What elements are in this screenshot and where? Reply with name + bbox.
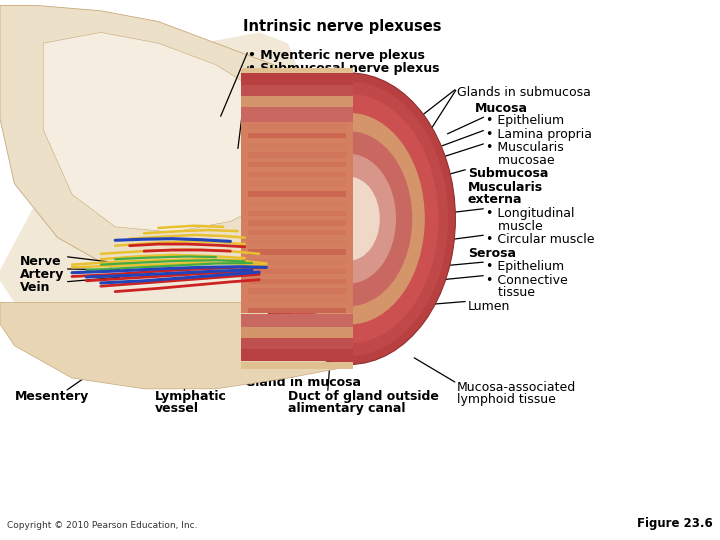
FancyBboxPatch shape (241, 326, 353, 338)
Text: externa: externa (468, 193, 523, 206)
FancyBboxPatch shape (248, 230, 346, 235)
FancyBboxPatch shape (248, 133, 346, 138)
Text: Muscularis: Muscularis (468, 181, 543, 194)
Text: Mesentery: Mesentery (14, 390, 89, 403)
FancyBboxPatch shape (248, 249, 346, 255)
FancyBboxPatch shape (248, 191, 346, 197)
FancyBboxPatch shape (241, 73, 353, 86)
Polygon shape (241, 122, 353, 313)
Text: • Connective: • Connective (486, 274, 568, 287)
FancyBboxPatch shape (248, 211, 346, 216)
Text: Copyright © 2010 Pearson Education, Inc.: Copyright © 2010 Pearson Education, Inc. (7, 521, 198, 530)
Ellipse shape (274, 113, 425, 325)
FancyBboxPatch shape (248, 279, 346, 284)
Text: • Epithelium: • Epithelium (486, 260, 564, 273)
Ellipse shape (318, 177, 380, 261)
FancyBboxPatch shape (241, 362, 353, 369)
Text: • Lamina propria: • Lamina propria (486, 128, 592, 141)
Polygon shape (0, 5, 331, 281)
Polygon shape (0, 32, 317, 351)
Text: • Longitudinal: • Longitudinal (486, 207, 575, 220)
Polygon shape (0, 302, 389, 389)
Text: tissue: tissue (486, 286, 535, 299)
FancyBboxPatch shape (241, 85, 353, 97)
FancyBboxPatch shape (241, 348, 353, 361)
FancyBboxPatch shape (248, 152, 346, 158)
FancyBboxPatch shape (248, 240, 346, 245)
Text: Nerve: Nerve (20, 255, 62, 268)
Ellipse shape (251, 82, 448, 356)
Text: lymphoid tissue: lymphoid tissue (457, 393, 556, 406)
FancyBboxPatch shape (241, 337, 353, 349)
FancyBboxPatch shape (241, 314, 353, 327)
Polygon shape (43, 32, 295, 232)
Text: Figure 23.6: Figure 23.6 (637, 517, 713, 530)
Text: Intrinsic nerve plexuses: Intrinsic nerve plexuses (243, 19, 441, 34)
Text: • Epithelium: • Epithelium (486, 114, 564, 127)
FancyBboxPatch shape (248, 308, 346, 313)
FancyBboxPatch shape (248, 181, 346, 187)
FancyBboxPatch shape (248, 143, 346, 148)
Text: • Muscularis: • Muscularis (486, 141, 564, 154)
FancyBboxPatch shape (248, 288, 346, 294)
FancyBboxPatch shape (248, 298, 346, 303)
Text: Vein: Vein (20, 281, 50, 294)
Text: Serosa: Serosa (468, 247, 516, 260)
Ellipse shape (243, 73, 456, 364)
Text: • Myenteric nerve plexus: • Myenteric nerve plexus (248, 49, 426, 62)
Text: Gland in mucosa: Gland in mucosa (245, 376, 361, 389)
FancyBboxPatch shape (248, 269, 346, 274)
FancyBboxPatch shape (248, 123, 346, 129)
Text: vessel: vessel (155, 402, 199, 415)
Text: Mucosa: Mucosa (475, 102, 528, 114)
Ellipse shape (287, 131, 412, 306)
FancyBboxPatch shape (241, 68, 353, 75)
Text: Glands in submucosa: Glands in submucosa (457, 86, 591, 99)
Text: muscle: muscle (486, 220, 543, 233)
FancyBboxPatch shape (248, 259, 346, 265)
Text: Submucosa: Submucosa (468, 167, 549, 180)
Text: Mucosa-associated: Mucosa-associated (457, 381, 577, 394)
Text: Lymphatic: Lymphatic (155, 390, 227, 403)
Ellipse shape (260, 94, 438, 343)
FancyBboxPatch shape (241, 107, 353, 122)
FancyBboxPatch shape (248, 162, 346, 167)
Text: mucosae: mucosae (486, 154, 554, 167)
FancyBboxPatch shape (248, 220, 346, 226)
FancyBboxPatch shape (248, 201, 346, 206)
Ellipse shape (302, 154, 396, 284)
FancyBboxPatch shape (248, 172, 346, 177)
Text: Lumen: Lumen (468, 300, 510, 313)
Text: Artery: Artery (20, 268, 65, 281)
Text: • Submucosal nerve plexus: • Submucosal nerve plexus (248, 62, 440, 75)
FancyBboxPatch shape (241, 96, 353, 108)
Text: • Circular muscle: • Circular muscle (486, 233, 595, 246)
Text: alimentary canal: alimentary canal (288, 402, 405, 415)
Text: Duct of gland outside: Duct of gland outside (288, 390, 439, 403)
